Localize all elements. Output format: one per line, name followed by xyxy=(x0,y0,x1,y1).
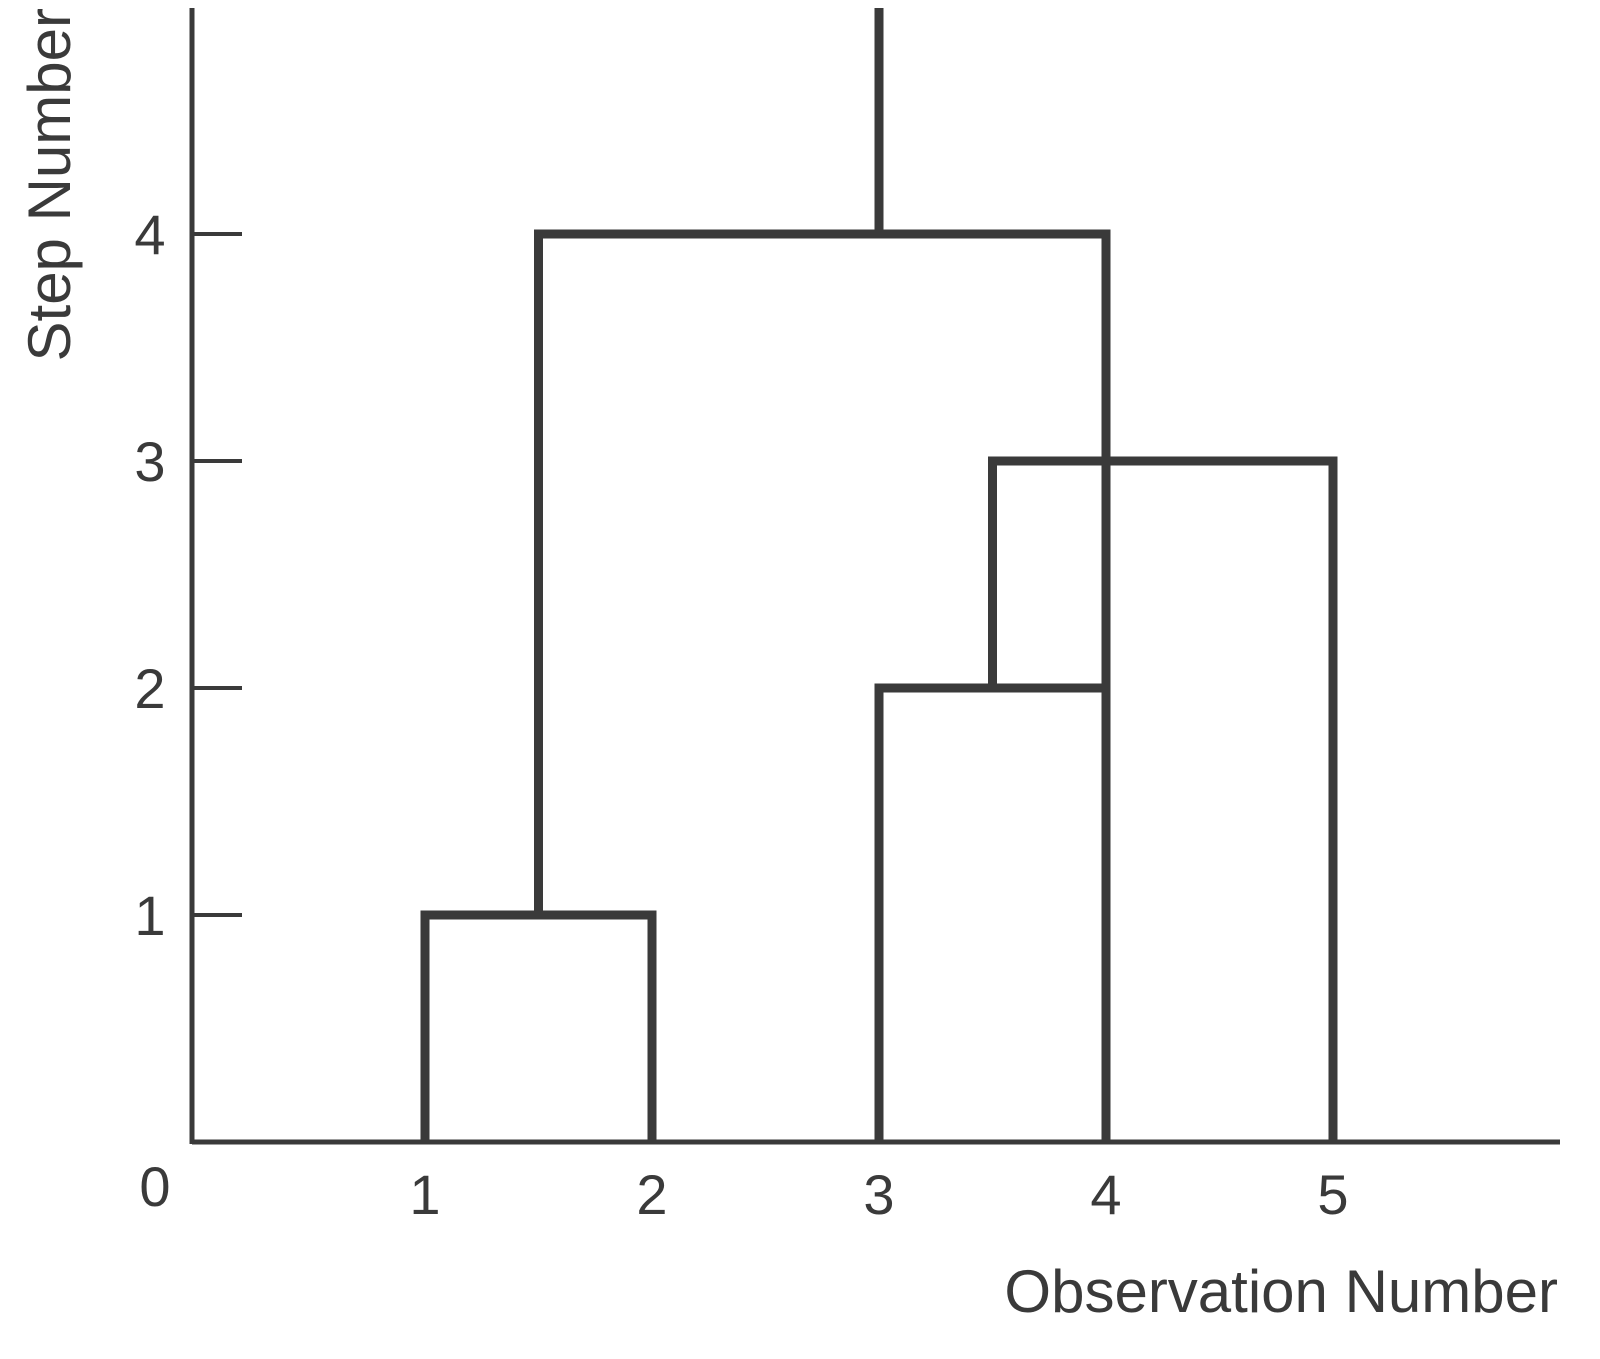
merge-link-step-1 xyxy=(420,910,657,1142)
x-tick-label: 1 xyxy=(409,1163,440,1226)
y-ticks: 1 2 3 4 xyxy=(134,203,242,947)
x-tick-label: 4 xyxy=(1090,1163,1121,1226)
y-tick-label: 4 xyxy=(134,203,165,266)
dendrogram-links xyxy=(420,8,1338,1142)
origin-label: 0 xyxy=(139,1155,170,1218)
merge-link-step-3 xyxy=(988,456,1338,1142)
x-tick-label: 2 xyxy=(636,1163,667,1226)
x-tick-label: 5 xyxy=(1317,1163,1348,1226)
merge-link-step-2 xyxy=(874,683,1111,1142)
y-tick-label: 2 xyxy=(134,657,165,720)
x-tick-label: 3 xyxy=(863,1163,894,1226)
y-tick-label: 1 xyxy=(134,884,165,947)
y-tick-label: 3 xyxy=(134,430,165,493)
merge-link-step-4 xyxy=(534,229,1111,1142)
x-axis-label: Observation Number xyxy=(1004,1258,1558,1325)
x-ticks: 1 2 3 4 5 xyxy=(409,1163,1348,1226)
y-axis-label: Step Number xyxy=(16,8,83,362)
